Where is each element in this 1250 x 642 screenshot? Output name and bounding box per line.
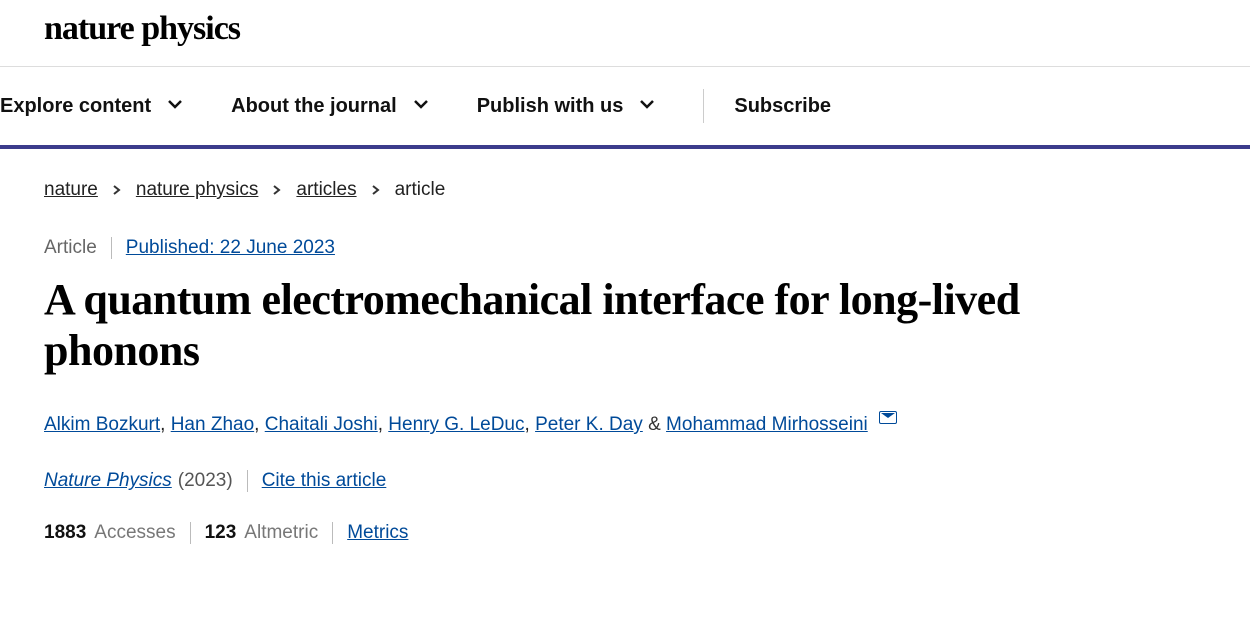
author-link[interactable]: Alkim Bozkurt xyxy=(44,414,160,435)
journal-year: (2023) xyxy=(178,470,233,492)
chevron-right-icon xyxy=(371,179,381,201)
nav-publish-with-us[interactable]: Publish with us xyxy=(477,95,656,118)
nav-label: About the journal xyxy=(231,95,397,118)
envelope-icon[interactable] xyxy=(879,411,897,424)
published-date-link[interactable]: Published: 22 June 2023 xyxy=(126,237,335,259)
site-logo[interactable]: nature physics xyxy=(44,0,1206,66)
chevron-right-icon xyxy=(272,179,282,201)
breadcrumb-link-nature-physics[interactable]: nature physics xyxy=(136,179,259,201)
chevron-right-icon xyxy=(112,179,122,201)
chevron-down-icon xyxy=(631,95,655,118)
main-nav-bar: Explore content About the journal Publis… xyxy=(0,66,1250,149)
chevron-down-icon xyxy=(159,95,183,118)
breadcrumb-current: article xyxy=(395,179,446,201)
breadcrumb: nature nature physics articles article xyxy=(44,149,1206,225)
divider xyxy=(332,522,333,544)
journal-citation-line: Nature Physics (2023) Cite this article xyxy=(44,444,1206,500)
breadcrumb-link-articles[interactable]: articles xyxy=(296,179,356,201)
nav-separator xyxy=(703,89,704,123)
authors-list: Alkim Bozkurt, Han Zhao, Chaitali Joshi,… xyxy=(44,394,1206,444)
altmetric-count: 123 xyxy=(205,522,237,544)
author-link[interactable]: Chaitali Joshi xyxy=(265,414,378,435)
nav-subscribe[interactable]: Subscribe xyxy=(734,95,831,118)
author-link[interactable]: Han Zhao xyxy=(171,414,254,435)
journal-name-link[interactable]: Nature Physics xyxy=(44,470,172,492)
meta-divider xyxy=(111,237,112,259)
divider xyxy=(190,522,191,544)
article-stats: 1883 Accesses 123 Altmetric Metrics xyxy=(44,500,1206,552)
nav-label: Publish with us xyxy=(477,95,624,118)
author-link[interactable]: Peter K. Day xyxy=(535,414,643,435)
cite-article-link[interactable]: Cite this article xyxy=(262,470,387,492)
accesses-label: Accesses xyxy=(94,522,175,544)
ampersand: & xyxy=(648,414,661,435)
author-link[interactable]: Henry G. LeDuc xyxy=(388,414,524,435)
nav-label: Subscribe xyxy=(734,95,831,118)
author-link-corresponding[interactable]: Mohammad Mirhosseini xyxy=(666,414,868,435)
chevron-down-icon xyxy=(405,95,429,118)
article-type: Article xyxy=(44,237,97,259)
nav-label: Explore content xyxy=(0,95,151,118)
divider xyxy=(247,470,248,492)
accesses-count: 1883 xyxy=(44,522,86,544)
nav-about-journal[interactable]: About the journal xyxy=(231,95,429,118)
metrics-link[interactable]: Metrics xyxy=(347,522,408,544)
article-meta-line: Article Published: 22 June 2023 xyxy=(44,225,1206,267)
nav-explore-content[interactable]: Explore content xyxy=(0,95,183,118)
altmetric-label: Altmetric xyxy=(244,522,318,544)
article-title: A quantum electromechanical interface fo… xyxy=(44,267,1104,394)
breadcrumb-link-nature[interactable]: nature xyxy=(44,179,98,201)
